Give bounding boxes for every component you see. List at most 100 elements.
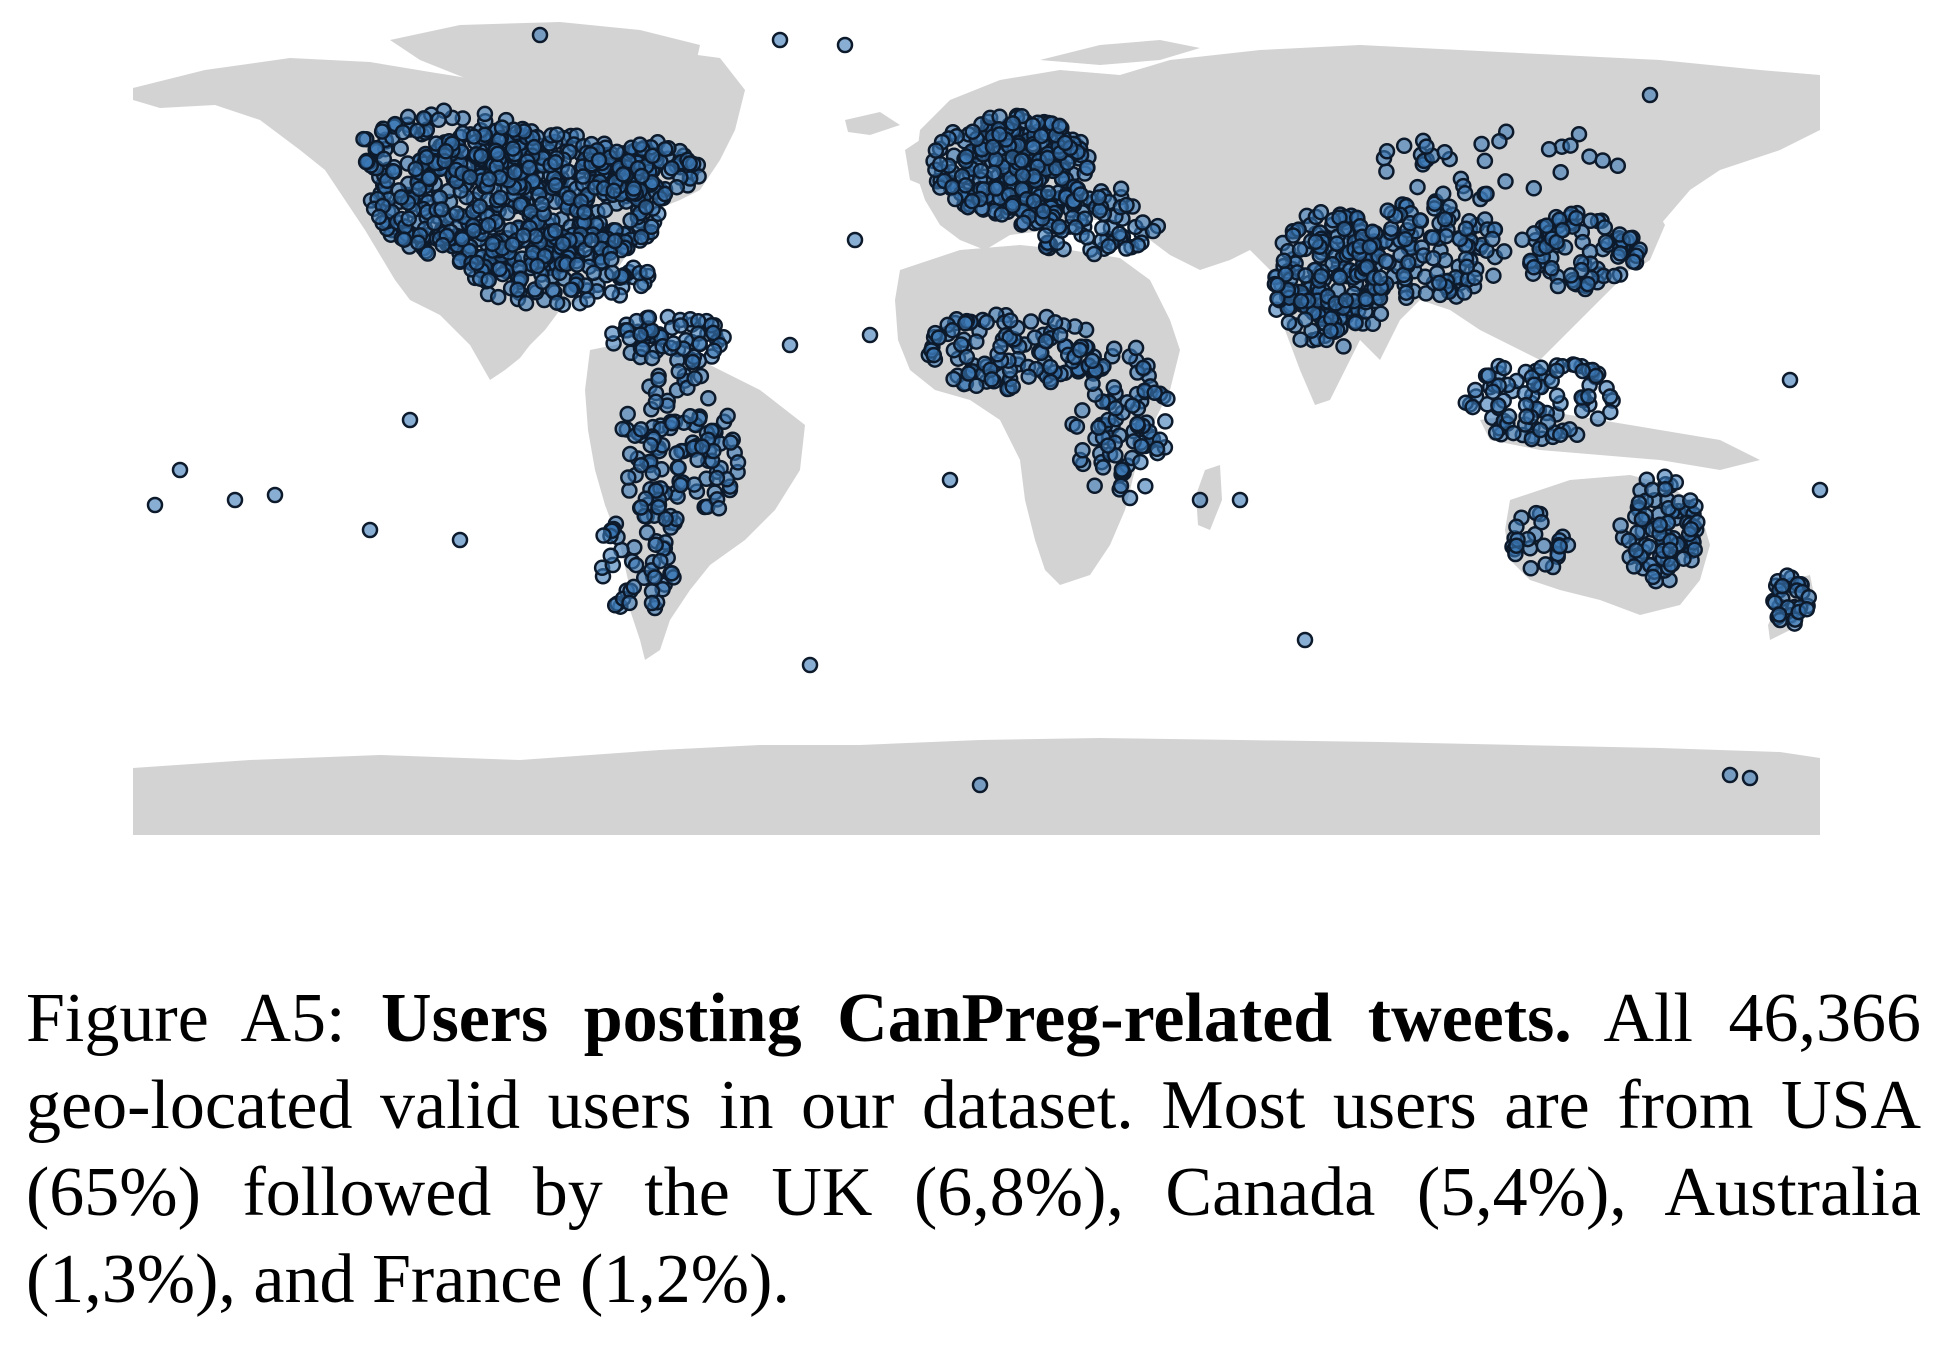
user-point bbox=[1335, 338, 1352, 355]
user-point bbox=[1129, 415, 1146, 433]
user-point bbox=[957, 177, 974, 194]
user-point bbox=[1275, 252, 1293, 269]
user-point bbox=[531, 26, 549, 44]
user-point bbox=[1579, 275, 1597, 293]
user-point bbox=[1570, 125, 1588, 143]
user-point bbox=[493, 119, 511, 136]
user-point bbox=[1609, 157, 1627, 175]
user-point bbox=[426, 214, 443, 232]
user-point bbox=[1418, 138, 1435, 155]
user-point bbox=[1090, 189, 1107, 206]
user-point bbox=[700, 390, 717, 407]
user-point bbox=[1594, 152, 1611, 169]
user-point bbox=[373, 123, 391, 140]
user-point bbox=[384, 163, 402, 180]
user-point bbox=[419, 245, 437, 262]
user-point bbox=[1037, 227, 1054, 244]
user-point bbox=[1296, 631, 1314, 649]
user-point bbox=[670, 459, 687, 477]
user-point bbox=[1606, 267, 1623, 285]
user-point bbox=[1397, 230, 1414, 248]
user-point bbox=[489, 288, 507, 306]
user-point bbox=[643, 594, 661, 612]
user-point bbox=[983, 371, 1000, 388]
user-point bbox=[1013, 152, 1030, 169]
user-point bbox=[596, 201, 614, 219]
user-point bbox=[1562, 267, 1580, 284]
user-point bbox=[471, 198, 489, 215]
user-point bbox=[684, 353, 701, 371]
user-point bbox=[1424, 229, 1442, 246]
user-point bbox=[930, 329, 947, 346]
user-point bbox=[476, 105, 494, 123]
user-point bbox=[1159, 390, 1176, 408]
user-point bbox=[465, 128, 483, 145]
user-point bbox=[1337, 292, 1354, 309]
user-point bbox=[480, 216, 497, 234]
user-point bbox=[1456, 184, 1474, 202]
user-point bbox=[579, 291, 596, 308]
user-point bbox=[1621, 230, 1639, 247]
user-point bbox=[1434, 185, 1452, 202]
user-point bbox=[1395, 137, 1413, 155]
user-point bbox=[418, 148, 435, 166]
user-point bbox=[1770, 606, 1788, 623]
user-point bbox=[644, 464, 662, 482]
user-point bbox=[1328, 235, 1346, 252]
user-point bbox=[1657, 480, 1674, 498]
user-point bbox=[681, 155, 698, 172]
user-point bbox=[646, 569, 664, 586]
user-point bbox=[1231, 491, 1249, 509]
user-point bbox=[1135, 359, 1152, 377]
user-point bbox=[1091, 202, 1108, 220]
user-point bbox=[1056, 134, 1074, 152]
user-point bbox=[1378, 163, 1395, 180]
user-point bbox=[944, 178, 961, 196]
user-point bbox=[1581, 148, 1598, 165]
user-point bbox=[554, 235, 572, 252]
user-point bbox=[451, 531, 469, 549]
user-point bbox=[1500, 408, 1518, 425]
user-point bbox=[1627, 542, 1645, 559]
user-point bbox=[1297, 311, 1314, 328]
user-point bbox=[1322, 322, 1339, 340]
user-point bbox=[1035, 203, 1052, 220]
user-point bbox=[1535, 537, 1553, 555]
user-point bbox=[963, 192, 981, 210]
user-point bbox=[691, 335, 708, 353]
user-point bbox=[1505, 424, 1522, 442]
user-point bbox=[957, 315, 974, 332]
user-point bbox=[473, 147, 490, 165]
user-point bbox=[534, 273, 551, 291]
user-point bbox=[395, 231, 413, 248]
user-point bbox=[568, 256, 586, 273]
user-point bbox=[985, 164, 1003, 181]
user-point bbox=[652, 552, 669, 570]
user-point bbox=[931, 155, 949, 173]
user-point bbox=[632, 456, 650, 474]
user-point bbox=[1633, 511, 1651, 528]
user-point bbox=[1331, 269, 1349, 286]
user-point bbox=[1540, 141, 1558, 158]
user-point bbox=[1568, 209, 1585, 227]
user-point bbox=[1554, 221, 1571, 239]
user-point bbox=[559, 163, 577, 180]
user-point bbox=[1431, 274, 1448, 292]
user-point bbox=[590, 151, 608, 169]
user-point bbox=[1004, 197, 1021, 215]
user-point bbox=[517, 295, 535, 312]
user-point bbox=[1004, 115, 1022, 132]
user-point bbox=[632, 421, 650, 438]
user-point bbox=[621, 445, 639, 463]
user-point bbox=[1280, 314, 1298, 331]
user-point bbox=[1313, 267, 1330, 285]
user-point bbox=[1191, 491, 1209, 509]
user-point bbox=[504, 236, 521, 253]
user-point bbox=[1682, 520, 1700, 538]
user-point bbox=[604, 264, 621, 282]
user-point bbox=[146, 496, 164, 514]
user-point bbox=[771, 31, 789, 49]
user-point bbox=[941, 471, 959, 489]
user-point bbox=[1157, 413, 1174, 430]
user-point bbox=[1099, 437, 1117, 454]
